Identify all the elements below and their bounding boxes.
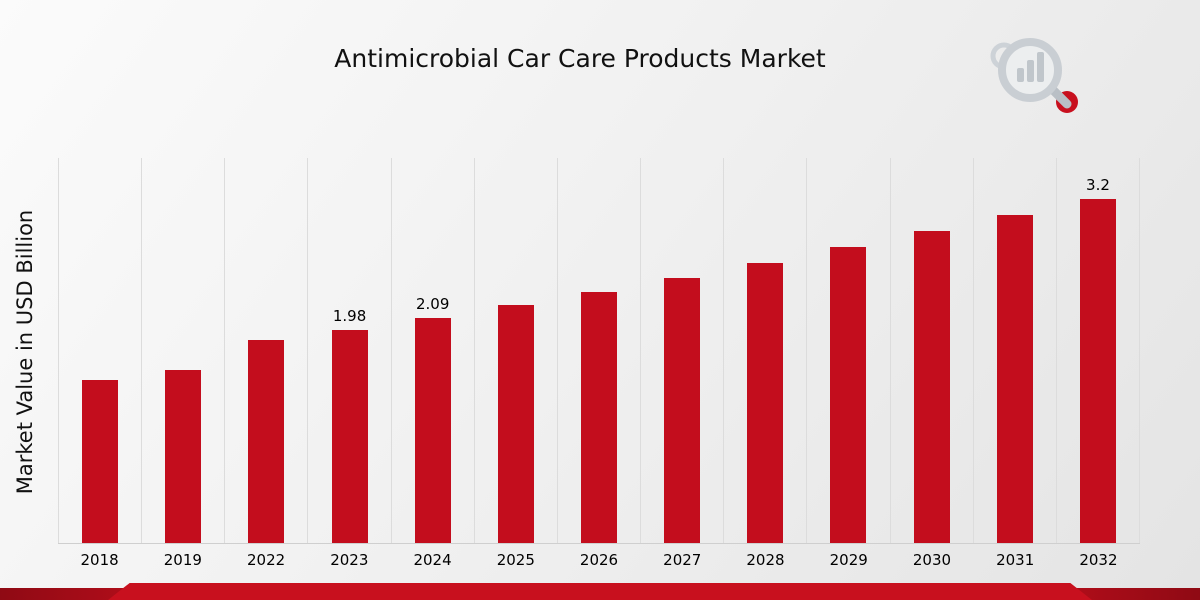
bottom-ribbon-center	[108, 583, 1092, 600]
category-slot-2019	[142, 158, 226, 543]
x-tick-label-2023: 2023	[330, 551, 369, 569]
plot-area: 1.98 2.09 3.2	[58, 158, 1141, 544]
x-tick-label-2024: 2024	[413, 551, 452, 569]
x-tick-label-2025: 2025	[496, 551, 535, 569]
category-slot-2031	[974, 158, 1057, 543]
x-tick-label-2030: 2030	[912, 551, 952, 569]
x-tick-label-2027: 2027	[663, 551, 702, 569]
logo-bar-3-icon	[1037, 52, 1044, 82]
category-slot-2024: 2.09	[392, 158, 475, 543]
category-slot-2027	[641, 158, 725, 543]
x-tick-label-2032: 2032	[1079, 551, 1118, 569]
bar-2024	[414, 318, 451, 543]
bar-2023	[331, 330, 368, 543]
category-slot-2023: 1.98	[308, 158, 392, 543]
bar-value-label-2024: 2.09	[416, 295, 450, 314]
bar-2027	[664, 278, 701, 543]
bar-2018	[82, 379, 119, 543]
x-tick-label-2026: 2026	[579, 551, 619, 569]
category-slot-2032: 3.2	[1057, 158, 1141, 543]
bar-2030	[913, 231, 950, 543]
x-tick-label-2029: 2029	[829, 551, 868, 569]
x-tick-label-2031: 2031	[996, 551, 1035, 569]
category-slot-2022	[225, 158, 309, 543]
category-slot-2025	[475, 158, 558, 543]
category-slot-2026	[558, 158, 642, 543]
bar-value-label-2032: 3.2	[1086, 175, 1110, 194]
category-slot-2029	[807, 158, 891, 543]
bar-2028	[747, 263, 784, 543]
bar-2032	[1079, 198, 1116, 543]
x-tick-label-2022: 2022	[246, 551, 286, 569]
bar-2029	[830, 247, 867, 543]
bar-2026	[581, 292, 618, 543]
category-slot-2018	[58, 158, 143, 543]
logo-bar-2-icon	[1027, 60, 1034, 82]
bar-2025	[497, 305, 534, 543]
chart-title: Antimicrobial Car Care Products Market	[334, 44, 826, 73]
bar-2019	[165, 369, 202, 543]
category-slot-2030	[891, 158, 974, 543]
x-axis: 2018 2019 2022 2023 2024 2025 2026 2027 2028 2029…	[58, 551, 1140, 569]
x-tick-label-2028: 2028	[746, 551, 785, 569]
x-tick-label-2019: 2019	[163, 551, 202, 569]
logo-bar-1-icon	[1017, 68, 1024, 82]
bar-value-label-2023: 1.98	[332, 307, 367, 326]
bar-2022	[248, 339, 285, 543]
x-tick-label-2018: 2018	[80, 551, 119, 569]
bar-2031	[996, 215, 1033, 543]
y-axis-label: Market Value in USD Billion	[13, 209, 37, 495]
market-research-logo	[990, 38, 1078, 113]
category-slot-2028	[724, 158, 808, 543]
